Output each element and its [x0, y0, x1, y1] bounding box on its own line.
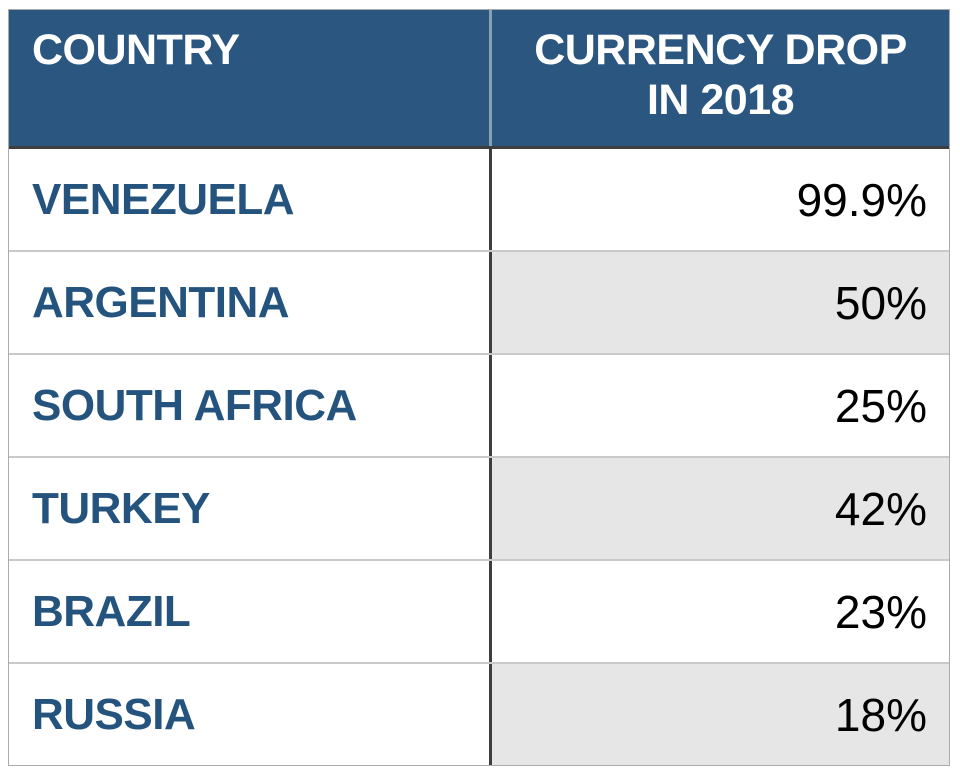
table-header-row: COUNTRY CURRENCY DROP IN 2018 [9, 10, 949, 149]
value-cell: 18% [492, 664, 949, 765]
country-cell: RUSSIA [9, 664, 492, 765]
table-row-brazil: BRAZIL 23% [9, 559, 949, 662]
value-cell: 23% [492, 561, 949, 662]
country-cell: BRAZIL [9, 561, 492, 662]
table-row-venezuela: VENEZUELA 99.9% [9, 149, 949, 250]
country-cell: VENEZUELA [9, 149, 492, 250]
value-cell: 50% [492, 252, 949, 353]
country-cell: ARGENTINA [9, 252, 492, 353]
value-cell: 42% [492, 458, 949, 559]
column-header-currency-drop: CURRENCY DROP IN 2018 [534, 26, 907, 124]
currency-drop-table: COUNTRY CURRENCY DROP IN 2018 VENEZUELA … [8, 9, 950, 766]
table-row-south-africa: SOUTH AFRICA 25% [9, 353, 949, 456]
table-row-turkey: TURKEY 42% [9, 456, 949, 559]
table-row-russia: RUSSIA 18% [9, 662, 949, 765]
value-cell: 99.9% [492, 149, 949, 250]
country-cell: TURKEY [9, 458, 492, 559]
table-row-argentina: ARGENTINA 50% [9, 250, 949, 353]
value-cell: 25% [492, 355, 949, 456]
country-cell: SOUTH AFRICA [9, 355, 492, 456]
column-header-country: COUNTRY [9, 10, 492, 146]
